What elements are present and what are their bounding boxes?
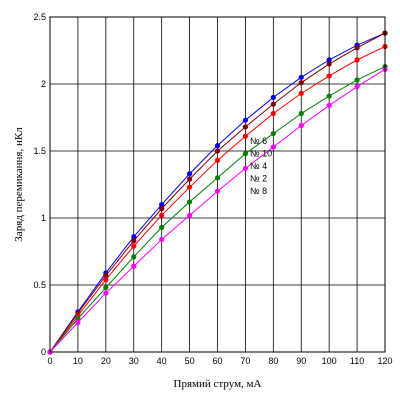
series-2 [47,30,388,355]
data-point [326,102,332,109]
data-point [270,110,276,117]
y-tick-label: 2 [41,79,46,89]
data-point [298,110,304,117]
legend-entry: № 10 [250,149,272,159]
y-tick-label: 0 [41,347,46,357]
data-point [159,206,165,212]
x-tick-label: 100 [322,356,337,366]
x-tick-label: 120 [377,356,392,366]
data-point [186,184,193,190]
data-point [75,315,81,322]
x-tick-labels: 0 10 20 30 40 50 60 70 80 90 100 110 120 [47,356,392,366]
series-group [47,30,388,355]
y-tick-label: 0.5 [33,280,46,290]
legend-entry: № 2 [250,174,267,184]
y-tick-label: 1 [41,213,46,223]
data-point [326,93,332,99]
data-point [103,277,109,283]
data-point [298,122,304,129]
data-point [298,80,304,86]
legend-entry: № 4 [250,161,267,171]
data-point [159,202,165,208]
y-axis-label: Заряд перемикання, нКл [13,127,25,242]
data-point [214,148,221,154]
data-point [298,90,304,96]
data-point [159,236,165,243]
data-point [326,61,332,67]
data-point [186,176,193,182]
data-point [159,212,165,218]
data-point [186,199,193,205]
data-point [326,57,332,63]
x-axis-label: Прямий струм, мА [174,378,262,390]
data-point [131,234,137,240]
data-point [242,124,249,130]
data-point [298,74,304,80]
x-tick-label: 90 [296,356,306,366]
data-point [242,165,249,172]
data-point [242,133,249,139]
data-point [103,273,109,279]
legend: № 6 № 10 № 4 № 2 № 8 [250,136,272,196]
data-point [186,171,193,177]
x-tick-label: 70 [240,356,250,366]
data-point [214,143,221,149]
data-point [214,157,221,163]
data-point [131,238,137,244]
data-point [242,151,249,157]
data-point [270,94,276,100]
data-point [270,101,276,107]
x-tick-label: 30 [129,356,139,366]
data-point [270,144,276,150]
data-point [131,254,137,260]
data-point [214,175,221,181]
data-point [103,290,109,296]
y-tick-label: 2.5 [33,12,46,22]
x-tick-label: 80 [268,356,278,366]
data-point [354,45,360,51]
data-point [326,73,332,79]
data-point [270,130,276,137]
data-point [131,243,137,249]
grid [49,16,386,353]
plot-frame [49,16,386,353]
data-point [131,263,137,269]
y-tick-label: 1.5 [33,146,46,156]
legend-entry: № 6 [250,136,267,146]
legend-entry: № 8 [250,186,267,196]
data-point [186,212,193,218]
data-point [354,77,360,83]
x-tick-label: 50 [185,356,195,366]
x-tick-label: 0 [47,356,52,366]
data-point [214,188,221,194]
data-point [103,285,109,291]
data-point [75,319,81,326]
x-tick-label: 10 [73,356,83,366]
x-tick-label: 60 [212,356,222,366]
data-point [354,84,360,90]
data-point [242,117,249,123]
x-tick-label: 20 [101,356,111,366]
series-5 [47,66,388,355]
data-point [354,57,360,63]
y-tick-labels: 0 0.5 1 1.5 2 2.5 [33,12,46,357]
x-tick-label: 110 [350,356,364,366]
x-tick-label: 40 [157,356,167,366]
data-point [159,224,165,230]
